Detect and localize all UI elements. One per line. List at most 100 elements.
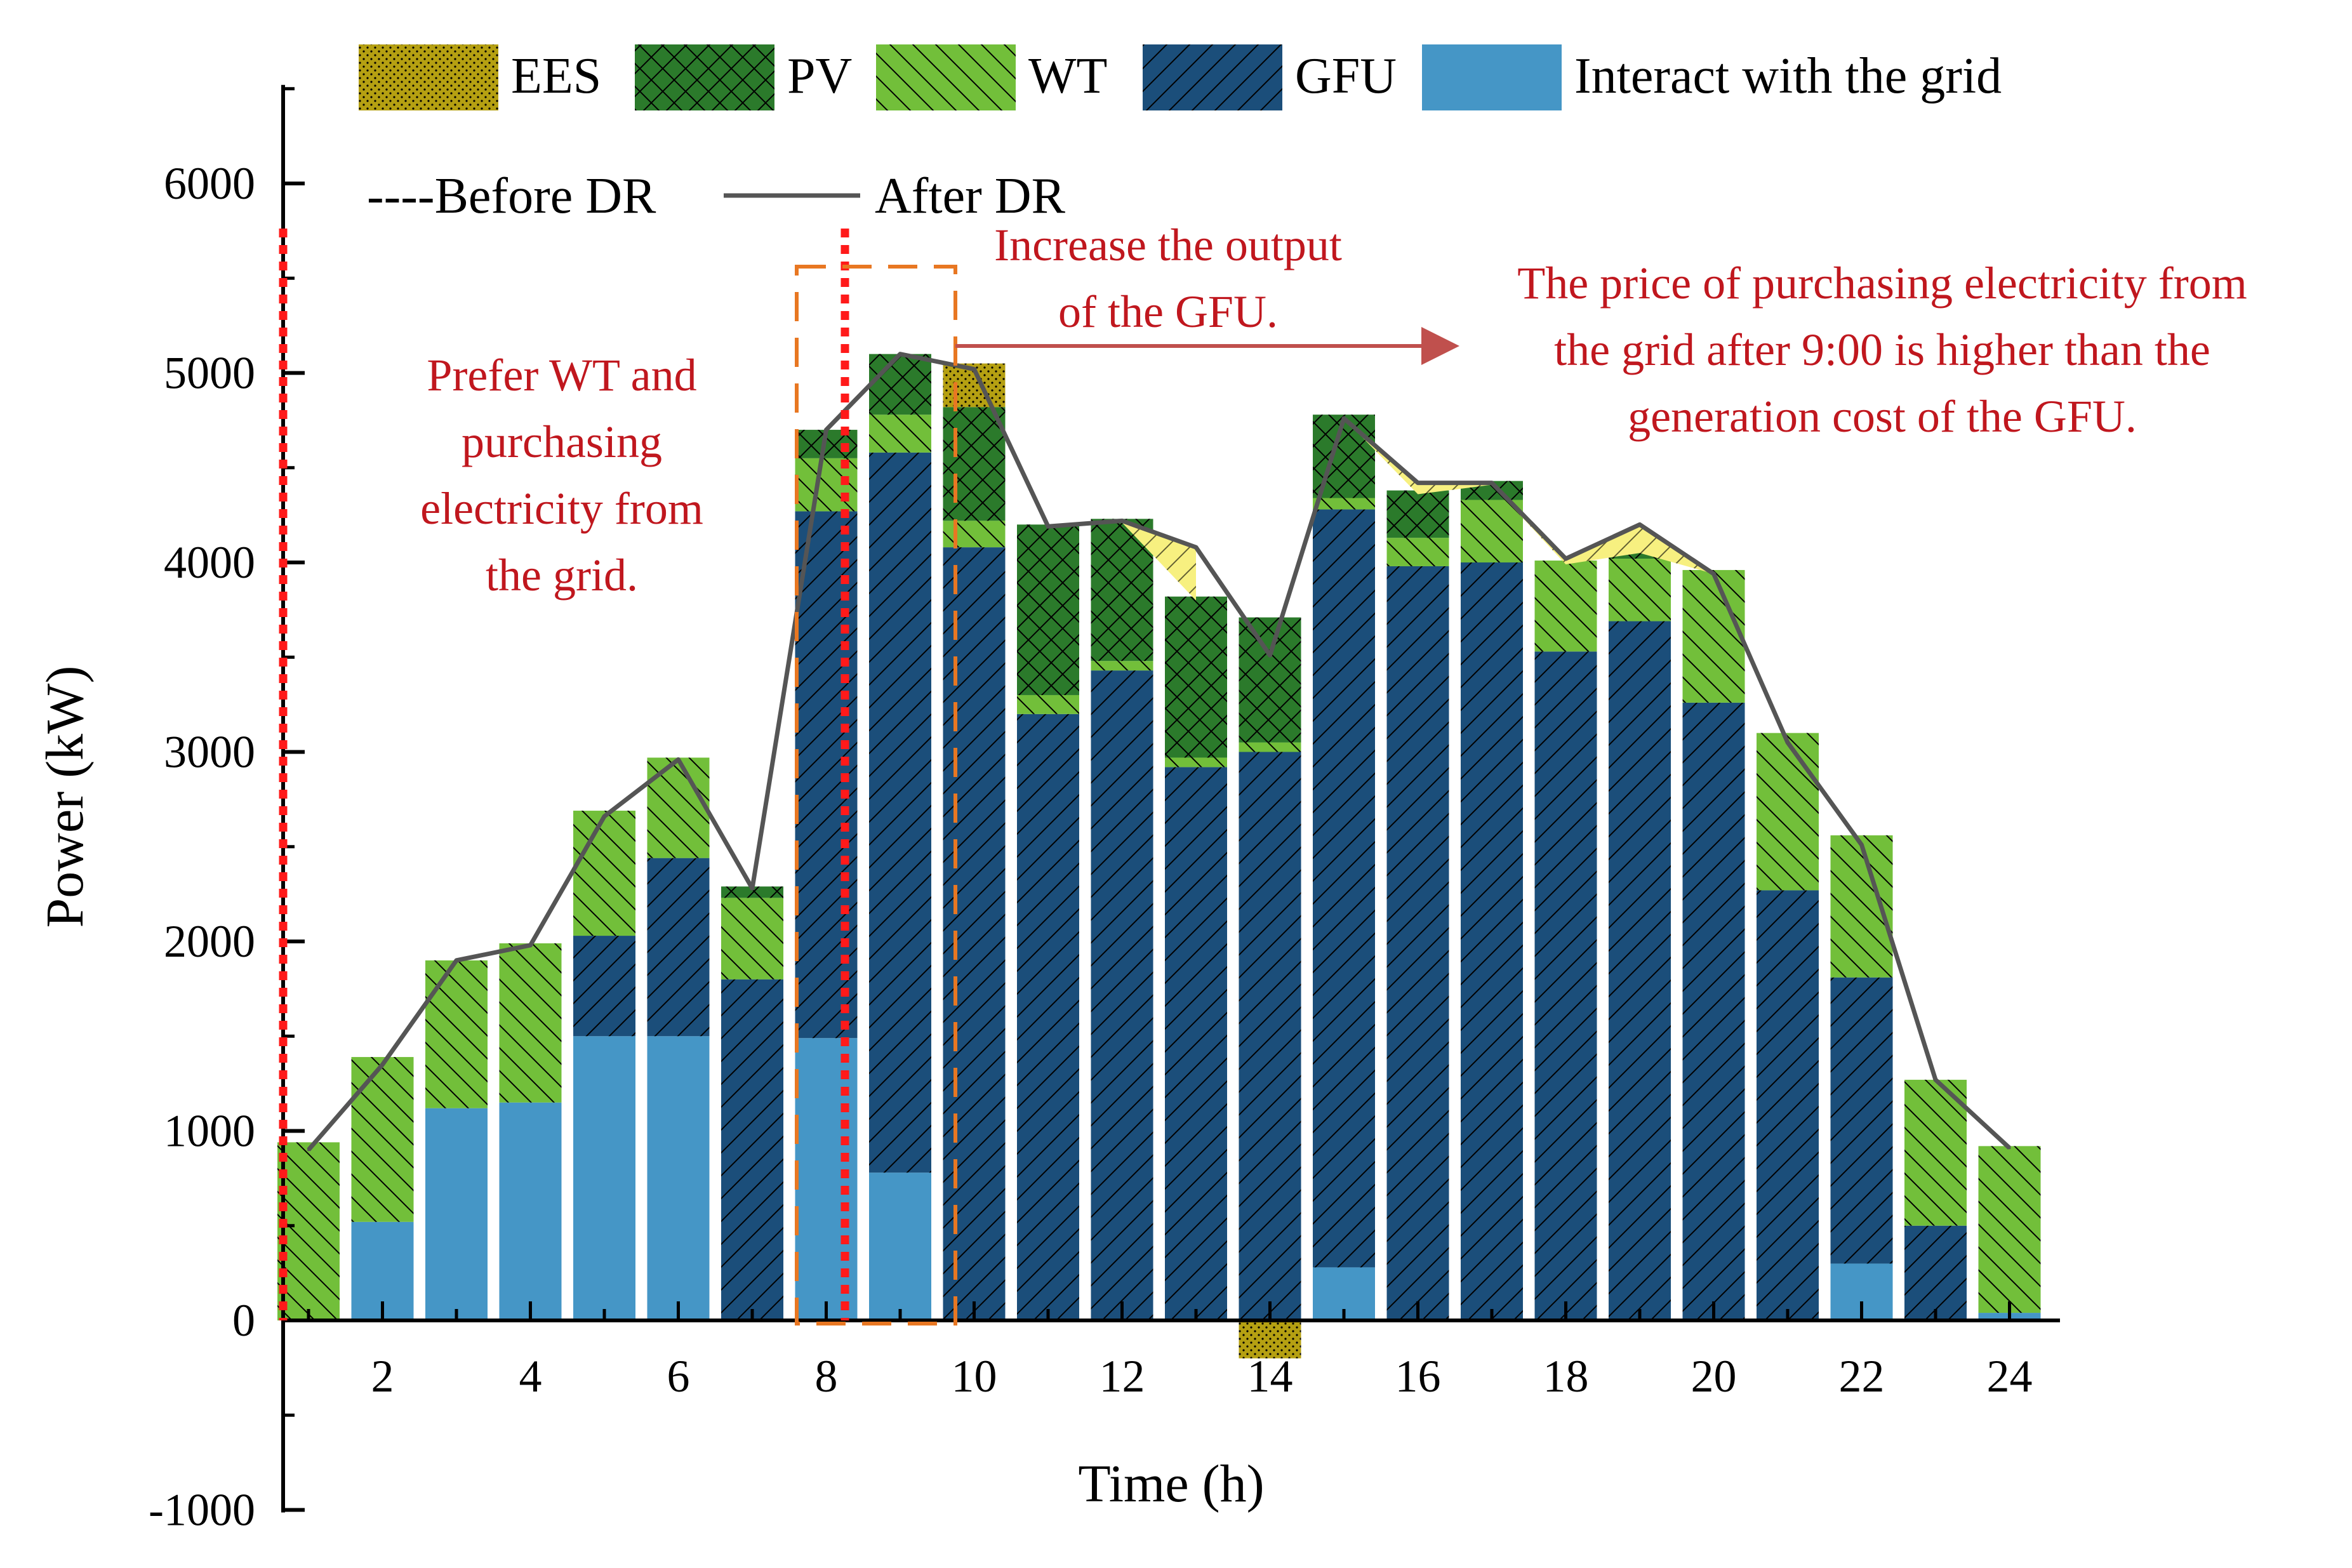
after-dr-point-h10 [973,368,976,371]
bar-gfu-h9-hatch [869,452,931,1173]
bar-gfu-h14-hatch [1239,752,1301,1320]
bar-gfu-h19-hatch [1609,621,1671,1321]
bar-wt-h11-hatch [1017,694,1079,714]
bar-wt-h4-hatch [499,943,562,1103]
bar-wt-h13-hatch [1165,757,1227,767]
bar-pv-h16-hatch [1386,490,1449,538]
bar-grid-h6 [647,1036,710,1320]
orange-dashed-highlight-box [795,265,957,1325]
x-tick-label: 22 [1839,1351,1885,1402]
x-tick-label: 12 [1100,1351,1145,1402]
after-dr-point-h13 [1195,546,1197,549]
after-dr-line [307,352,2011,1152]
legend-label-wt: WT [1028,48,1107,104]
legend-label-ees: EES [511,48,601,104]
dr-difference-area-1 [974,367,1196,601]
x-tick-label: 10 [952,1351,997,1402]
after-dr-point-h22 [1860,843,1863,846]
after-dr-point-h20 [1712,572,1715,575]
bar-wt-h9-hatch [869,415,931,453]
annotations-layer: Prefer WT and purchasing electricity from t… [279,220,2247,1325]
legend: EES PV WT GFU Interact with the grid ----Befo… [359,44,2002,224]
bar-grid-h8 [795,1038,858,1320]
annotation-left-line: the grid. [486,550,638,601]
after-dr-point-h3 [455,959,458,962]
bar-grid-h9 [869,1173,931,1320]
x-tick-label: 18 [1543,1351,1589,1402]
after-dr-point-h9 [899,352,901,355]
y-tick-label: 3000 [164,727,255,778]
after-dr-point-h23 [1934,1078,1937,1081]
bar-wt-h5-hatch [573,811,635,936]
after-dr-point-h8 [825,429,828,432]
after-dr-point-h1 [307,1148,310,1152]
after-dr-point-h21 [1786,741,1789,744]
bar-wt-h23-hatch [1904,1079,1967,1226]
y-tick-label: 0 [232,1295,255,1346]
bar-wt-h12-hatch [1091,661,1153,671]
annotation-right-line: the grid after 9:00 is higher than the [1554,324,2210,375]
bar-wt-h14-hatch [1239,742,1301,752]
after-dr-point-h2 [381,1063,384,1066]
bar-gfu-h12-hatch [1091,670,1153,1320]
after-dr-point-h6 [677,758,680,761]
bar-gfu-h18-hatch [1534,651,1597,1320]
bar-pv-h7-hatch [721,886,783,898]
bar-gfu-h21-hatch [1757,890,1819,1320]
bar-pv-h13-hatch [1165,596,1227,758]
legend-swatch-gfu-hatch [1143,44,1282,110]
bar-pv-h14-hatch [1239,617,1301,743]
after-dr-point-h12 [1120,519,1124,522]
annotation-left-line: electricity from [420,483,703,534]
after-dr-point-h14 [1268,654,1272,657]
bar-pv-h9-hatch [869,354,931,415]
annotation-mid-line: Increase the output [994,220,1342,270]
bar-wt-h7-hatch [721,898,783,980]
bar-wt-h17-hatch [1461,500,1523,562]
bar-gfu-h23-hatch [1904,1225,1967,1320]
legend-swatch-ees-hatch [359,44,498,110]
bar-wt-h24-hatch [1978,1146,2041,1313]
x-tick-label: 4 [519,1351,542,1402]
bar-wt-h21-hatch [1757,733,1819,891]
legend-swatch-wt-hatch [876,44,1016,110]
annotation-left-line: purchasing [462,416,662,467]
y-tick-label: 1000 [164,1106,255,1157]
bar-grid-h5 [573,1036,635,1320]
after-dr-point-h19 [1638,523,1641,526]
bar-gfu-h22-hatch [1830,977,1893,1264]
after-dr-line-layer [307,352,2011,1152]
after-dr-point-h16 [1416,481,1419,484]
bar-wt-h15-hatch [1313,498,1375,510]
legend-after-dr: After DR [875,168,1066,224]
bar-wt-h1-hatch [277,1142,340,1320]
bar-wt-h16-hatch [1386,538,1449,566]
bar-pv-h11-hatch [1017,524,1079,695]
dr-difference-hatch-1 [974,367,1196,601]
x-tick-label: 2 [371,1351,394,1402]
legend-swatch-grid [1422,44,1562,110]
bar-gfu-h15-hatch [1313,509,1375,1268]
after-dr-point-h17 [1491,481,1493,484]
x-tick-label: 24 [1987,1351,2033,1402]
bar-wt-h2-hatch [351,1057,414,1222]
y-axis-title: Power (kW) [36,666,95,928]
legend-label-grid: Interact with the grid [1574,48,2002,104]
y-tick-label: 5000 [164,348,255,399]
y-tick-label: 4000 [164,537,255,588]
y-tick-label: -1000 [149,1485,255,1536]
bar-wt-h18-hatch [1534,561,1597,652]
annotation-right-line: generation cost of the GFU. [1628,391,2137,442]
bar-gfu-h5-hatch [573,936,635,1037]
bar-grid-h4 [499,1102,562,1320]
x-tick-label: 16 [1395,1351,1441,1402]
legend-before-dr: ----Before DR [367,168,656,224]
bar-ees-h14-hatch [1239,1320,1301,1359]
legend-swatch-pv-hatch [635,44,774,110]
annotation-right-line: The price of purchasing electricity from [1517,258,2247,309]
annotation-left-line: Prefer WT and [427,350,696,401]
bar-gfu-h13-hatch [1165,767,1227,1320]
x-tick-label: 20 [1691,1351,1737,1402]
bar-wt-h6-hatch [647,757,710,858]
